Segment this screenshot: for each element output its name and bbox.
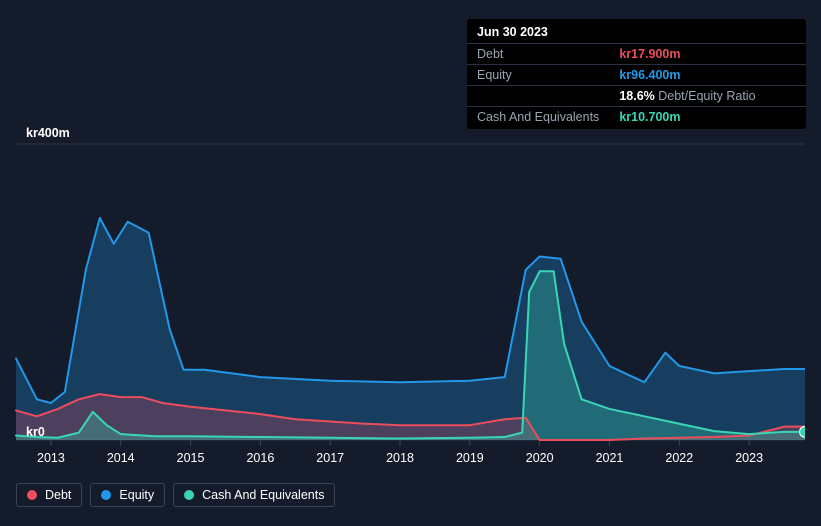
legend-item-equity[interactable]: Equity	[90, 483, 165, 507]
tooltip-value-equity: kr96.400m	[609, 65, 806, 86]
dot-icon	[101, 490, 111, 500]
y-axis-label-max: kr400m	[26, 126, 70, 140]
chart-legend: Debt Equity Cash And Equivalents	[16, 483, 335, 507]
chart-tooltip: Jun 30 2023 Debt kr17.900m Equity kr96.4…	[467, 19, 806, 129]
dot-icon	[184, 490, 194, 500]
x-axis-label: 2013	[37, 451, 65, 465]
x-axis-label: 2023	[735, 451, 763, 465]
tooltip-value-debt: kr17.900m	[609, 44, 806, 65]
x-axis-label: 2021	[596, 451, 624, 465]
tooltip-label-cash: Cash And Equivalents	[467, 107, 609, 128]
x-axis-label: 2019	[456, 451, 484, 465]
tooltip-value-cash: kr10.700m	[609, 107, 806, 128]
legend-label: Cash And Equivalents	[202, 488, 324, 502]
x-axis-label: 2015	[177, 451, 205, 465]
y-axis-label-zero: kr0	[26, 425, 45, 439]
tooltip-label-debt: Debt	[467, 44, 609, 65]
tooltip-date: Jun 30 2023	[467, 25, 806, 43]
legend-item-cash[interactable]: Cash And Equivalents	[173, 483, 335, 507]
x-axis-label: 2018	[386, 451, 414, 465]
tooltip-label-ratio	[467, 86, 609, 107]
x-axis-label: 2020	[526, 451, 554, 465]
x-axis-label: 2022	[665, 451, 693, 465]
legend-item-debt[interactable]: Debt	[16, 483, 82, 507]
x-axis-label: 2014	[107, 451, 135, 465]
tooltip-label-equity: Equity	[467, 65, 609, 86]
legend-label: Debt	[45, 488, 71, 502]
x-axis-label: 2016	[246, 451, 274, 465]
legend-label: Equity	[119, 488, 154, 502]
tooltip-value-ratio: 18.6% Debt/Equity Ratio	[609, 86, 806, 107]
dot-icon	[27, 490, 37, 500]
x-axis-label: 2017	[316, 451, 344, 465]
